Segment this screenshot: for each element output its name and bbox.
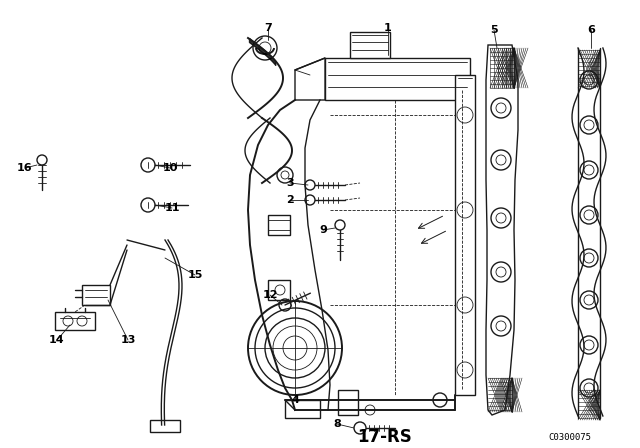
Text: 7: 7 [264,23,272,33]
Text: 1: 1 [384,23,392,33]
Text: 4: 4 [291,395,299,405]
Polygon shape [150,420,180,432]
Text: 14: 14 [49,335,65,345]
Text: 17-RS: 17-RS [358,428,412,446]
Text: 15: 15 [188,270,203,280]
Polygon shape [338,390,358,415]
Polygon shape [350,32,390,58]
Polygon shape [486,45,518,415]
Text: 11: 11 [164,203,180,213]
Polygon shape [455,75,475,395]
Text: C0300075: C0300075 [548,432,591,441]
Polygon shape [55,312,95,330]
Text: 2: 2 [286,195,294,205]
Polygon shape [285,400,320,418]
Polygon shape [268,280,290,300]
Text: 13: 13 [120,335,136,345]
Text: 12: 12 [262,290,278,300]
Text: 10: 10 [163,163,178,173]
Polygon shape [325,58,470,100]
Text: 9: 9 [319,225,327,235]
Text: 3: 3 [286,178,294,188]
Text: 5: 5 [490,25,498,35]
Text: 16: 16 [17,163,33,173]
Text: 8: 8 [333,419,341,429]
Text: 6: 6 [587,25,595,35]
Polygon shape [82,285,110,305]
Polygon shape [295,58,325,100]
Polygon shape [268,215,290,235]
